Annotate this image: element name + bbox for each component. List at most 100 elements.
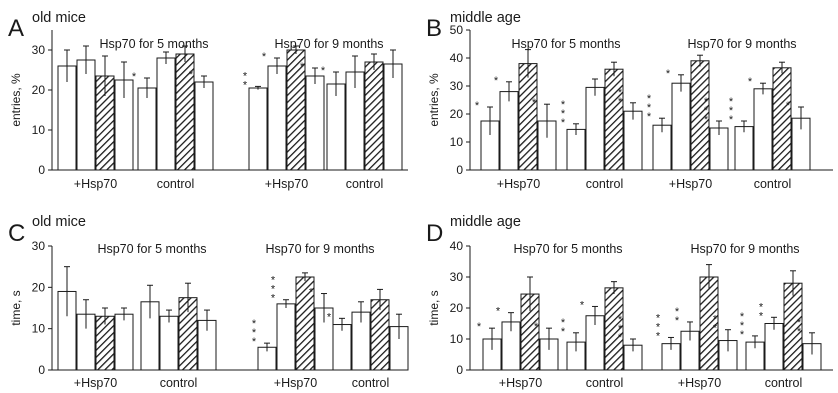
significance-star: * <box>561 317 566 329</box>
significance-star: * <box>262 51 267 63</box>
significance-star: * <box>252 327 257 339</box>
group-title-9-months: Hsp70 for 9 months <box>690 242 799 256</box>
category-label: +Hsp70 <box>499 376 542 390</box>
significance-star: * <box>713 314 718 326</box>
category-label: control <box>754 177 792 191</box>
y-tick-label: 20 <box>450 301 464 315</box>
y-tick-label: 40 <box>450 239 464 253</box>
significance-star: * <box>494 75 499 87</box>
significance-star: * <box>561 99 566 111</box>
bar <box>671 82 691 171</box>
group-title-5-months: Hsp70 for 5 months <box>99 37 208 51</box>
significance-star: * <box>618 323 623 335</box>
y-tick-label: 50 <box>450 23 464 37</box>
panel-letter: C <box>8 220 25 247</box>
significance-star: * <box>618 314 623 326</box>
significance-star: * <box>189 69 194 81</box>
group-title-5-months: Hsp70 for 5 months <box>97 242 206 256</box>
y-tick-label: 0 <box>456 363 463 377</box>
y-tick-label: 20 <box>450 107 464 121</box>
y-tick-label: 40 <box>450 51 464 65</box>
significance-star: * <box>252 318 257 330</box>
significance-star: * <box>561 326 566 338</box>
bar-hatched <box>364 61 384 171</box>
significance-star: * <box>534 321 539 333</box>
bar <box>276 303 296 371</box>
significance-star: * <box>327 311 332 323</box>
y-tick-label: 30 <box>32 239 46 253</box>
significance-star: * <box>740 320 745 332</box>
significance-star: * <box>759 301 764 313</box>
y-tick-label: 0 <box>456 163 463 177</box>
category-label: control <box>157 177 195 191</box>
y-tick-label: 30 <box>450 270 464 284</box>
significance-star: * <box>675 315 680 327</box>
panel-title: old mice <box>32 214 86 230</box>
bar <box>137 87 157 171</box>
panel-b: B middle age Hsp70 for 5 months Hsp70 fo… <box>426 10 833 191</box>
significance-star: * <box>618 87 623 99</box>
panel-title: old mice <box>32 10 86 26</box>
bar <box>734 126 754 171</box>
bar <box>156 57 176 171</box>
y-axis-label: time, s <box>9 290 23 325</box>
category-label: control <box>586 177 624 191</box>
significance-star: * <box>713 323 718 335</box>
bar <box>194 81 214 171</box>
panel-title: middle age <box>450 10 521 26</box>
category-label: control <box>346 177 384 191</box>
bar <box>114 313 134 371</box>
bar <box>248 87 268 171</box>
significance-star: * <box>300 61 305 73</box>
bar <box>76 59 96 171</box>
panel-letter: B <box>426 15 442 42</box>
bar <box>764 323 784 371</box>
significance-star: * <box>740 311 745 323</box>
bar <box>585 86 605 171</box>
significance-star: * <box>675 306 680 318</box>
panel-letter: D <box>426 220 443 247</box>
category-label: control <box>160 376 198 390</box>
significance-star: * <box>618 332 623 344</box>
panel-a: A old mice Hsp70 for 5 months Hsp70 for … <box>8 10 408 191</box>
y-tick-label: 0 <box>38 163 45 177</box>
panel-title: middle age <box>450 214 521 230</box>
significance-star: * <box>580 299 585 311</box>
bar <box>332 324 352 371</box>
group-title-5-months: Hsp70 for 5 months <box>513 242 622 256</box>
significance-star: * <box>786 100 791 112</box>
y-tick-label: 30 <box>32 43 46 57</box>
significance-star: * <box>271 293 276 305</box>
significance-star: * <box>252 336 257 348</box>
panel-d: D middle age Hsp70 for 5 months Hsp70 fo… <box>426 214 833 390</box>
bar <box>383 63 403 171</box>
significance-star: * <box>618 96 623 108</box>
bar-hatched <box>604 68 624 171</box>
y-tick-label: 10 <box>450 135 464 149</box>
significance-star: * <box>729 114 734 126</box>
bar <box>305 75 325 171</box>
significance-star: * <box>656 321 661 333</box>
y-tick-label: 10 <box>32 322 46 336</box>
bar <box>566 128 586 171</box>
bar-hatched <box>518 63 538 171</box>
significance-star: * <box>759 310 764 322</box>
significance-star: * <box>748 76 753 88</box>
bar <box>623 110 643 171</box>
category-label: +Hsp70 <box>274 376 317 390</box>
category-label: +Hsp70 <box>265 177 308 191</box>
bar <box>159 315 179 371</box>
category-label: control <box>586 376 624 390</box>
significance-star: * <box>666 68 671 80</box>
significance-star: * <box>704 105 709 117</box>
bar <box>499 91 519 171</box>
bar <box>753 88 773 171</box>
significance-star: * <box>309 287 314 299</box>
bar-hatched <box>370 299 390 371</box>
group-title-9-months: Hsp70 for 9 months <box>265 242 374 256</box>
significance-star: * <box>477 321 482 333</box>
bar-hatched <box>772 67 792 171</box>
significance-star: * <box>561 108 566 120</box>
category-label: +Hsp70 <box>74 376 117 390</box>
